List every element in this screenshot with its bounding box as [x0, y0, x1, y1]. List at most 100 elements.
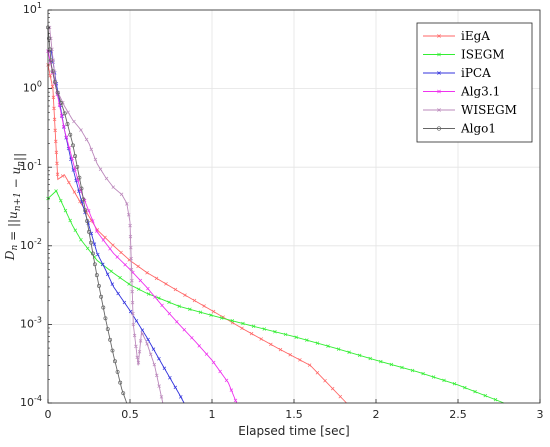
- data-point-Alg3.1: [95, 229, 99, 233]
- series-group: [46, 25, 505, 404]
- series-line-ISEGM: [47, 190, 505, 404]
- data-point-WISEGM: [89, 147, 94, 152]
- data-point-iEgA: [72, 190, 77, 194]
- data-point-Alg3.1: [224, 378, 229, 383]
- data-point-WISEGM: [152, 362, 157, 367]
- data-point-Algo1: [101, 305, 106, 310]
- data-point-Algo1: [77, 175, 82, 180]
- data-point-iEgA: [55, 172, 60, 177]
- data-point-iPCA: [71, 168, 76, 172]
- data-point-ISEGM: [357, 353, 362, 358]
- data-point-Algo1: [103, 316, 108, 321]
- data-point-iEgA: [55, 161, 59, 166]
- y-axis-label-part: D: [3, 250, 17, 261]
- data-point-Alg3.1: [218, 369, 222, 374]
- data-point-WISEGM: [132, 333, 137, 338]
- data-point-ISEGM: [85, 246, 90, 251]
- data-point-Algo1: [73, 154, 78, 159]
- data-point-iEgA: [119, 250, 123, 255]
- data-point-ISEGM: [368, 356, 372, 361]
- data-point-iEgA: [154, 276, 159, 281]
- data-point-Algo1: [52, 79, 57, 84]
- data-point-Algo1: [65, 122, 70, 126]
- data-point-ISEGM: [146, 292, 151, 296]
- data-point-Algo1: [55, 90, 60, 95]
- data-point-iEgA: [50, 84, 55, 89]
- data-point-ISEGM: [283, 332, 288, 337]
- data-point-iEgA: [269, 342, 273, 347]
- data-point-Alg3.1: [115, 255, 120, 259]
- data-point-iPCA: [122, 300, 127, 305]
- data-point-WISEGM: [66, 110, 70, 114]
- data-point-iEgA: [298, 358, 302, 362]
- data-point-ISEGM: [273, 329, 277, 334]
- data-point-ISEGM: [483, 393, 488, 398]
- data-point-ISEGM: [463, 385, 467, 390]
- data-point-WISEGM: [157, 384, 161, 388]
- data-point-ISEGM: [442, 378, 446, 383]
- data-point-ISEGM: [157, 296, 161, 300]
- legend-label: iPCA: [461, 66, 491, 80]
- data-point-ISEGM: [379, 359, 383, 364]
- data-point-Algo1: [113, 359, 117, 364]
- data-point-Algo1: [88, 240, 93, 245]
- data-point-iEgA: [183, 293, 187, 297]
- data-point-Algo1: [85, 219, 90, 223]
- data-point-Alg3.1: [86, 208, 91, 213]
- x-tick-label: 3: [537, 408, 544, 421]
- data-point-WISEGM: [79, 128, 83, 132]
- y-axis-label-subscript: n: [16, 161, 26, 167]
- data-point-ISEGM: [230, 319, 235, 323]
- data-point-iPCA: [101, 262, 105, 267]
- data-point-Algo1: [87, 229, 91, 234]
- data-point-ISEGM: [294, 335, 298, 339]
- data-point-ISEGM: [241, 321, 245, 326]
- y-tick-exponent: -1: [34, 158, 42, 167]
- data-point-Alg3.1: [64, 135, 69, 139]
- data-point-iEgA: [259, 337, 263, 341]
- data-point-Algo1: [110, 348, 115, 353]
- data-point-Alg3.1: [62, 124, 66, 129]
- x-tick-label: 0: [45, 408, 52, 421]
- data-point-Algo1: [81, 197, 86, 202]
- data-point-ISEGM: [209, 313, 213, 317]
- data-point-ISEGM: [262, 327, 267, 331]
- x-tick-label: 0.5: [121, 408, 139, 421]
- data-point-ISEGM: [315, 341, 320, 345]
- data-point-iEgA: [164, 282, 168, 286]
- data-point-WISEGM: [159, 395, 164, 399]
- data-point-ISEGM: [136, 287, 141, 291]
- data-point-iEgA: [67, 180, 71, 185]
- data-point-WISEGM: [129, 245, 133, 250]
- data-point-ISEGM: [188, 307, 192, 312]
- y-tick-exponent: -4: [34, 394, 42, 403]
- data-point-iPCA: [173, 385, 178, 390]
- data-point-Alg3.1: [160, 303, 164, 308]
- data-point-Alg3.1: [123, 262, 127, 267]
- data-point-Alg3.1: [233, 398, 238, 403]
- data-point-iEgA: [127, 258, 131, 262]
- legend-label: Alg3.1: [460, 85, 500, 99]
- data-point-WISEGM: [130, 289, 134, 294]
- data-point-WISEGM: [148, 352, 153, 357]
- data-point-ISEGM: [219, 316, 224, 320]
- y-tick-base: 10: [20, 317, 34, 330]
- data-point-iEgA: [145, 270, 149, 275]
- data-point-Algo1: [118, 380, 123, 385]
- data-point-iPCA: [151, 347, 156, 351]
- data-point-WISEGM: [138, 339, 143, 343]
- data-point-iEgA: [48, 73, 52, 78]
- data-point-ISEGM: [326, 344, 330, 348]
- y-tick-base: 10: [23, 3, 37, 16]
- legend-marker: [437, 34, 441, 38]
- data-point-iPCA: [134, 319, 139, 323]
- legend-label: ISEGM: [461, 48, 505, 62]
- data-point-WISEGM: [104, 176, 109, 181]
- data-point-iEgA: [202, 304, 206, 308]
- data-point-WISEGM: [137, 350, 142, 354]
- legend-marker: [437, 71, 441, 75]
- data-point-ISEGM: [109, 269, 113, 273]
